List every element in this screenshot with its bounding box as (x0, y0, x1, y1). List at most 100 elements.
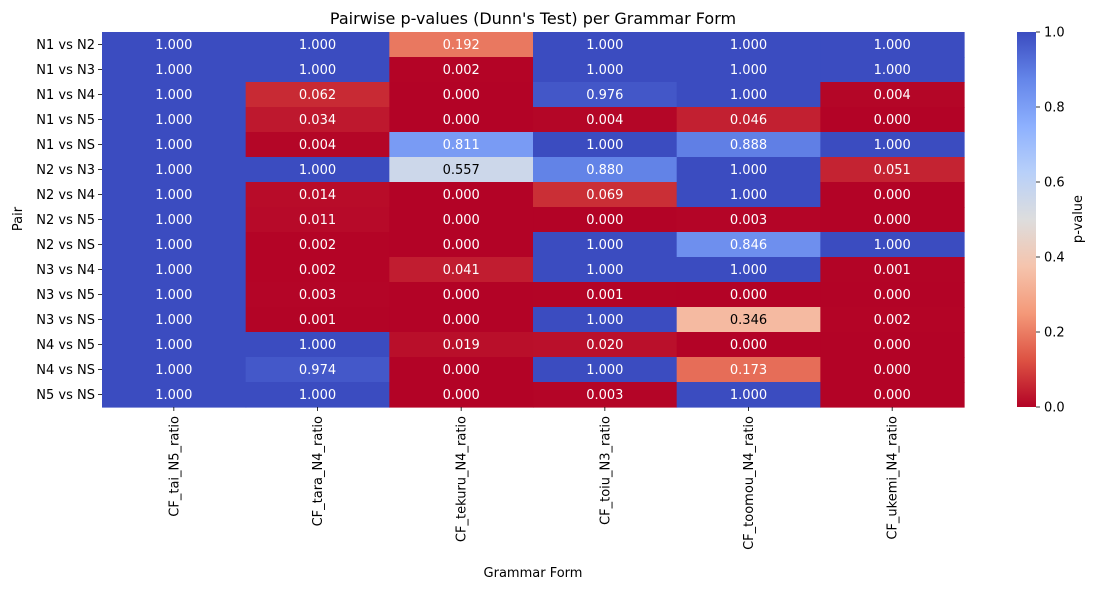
cell-value-label: 0.000 (443, 363, 480, 378)
cell-value-label: 1.000 (155, 388, 192, 403)
cell-value-label: 0.034 (299, 113, 336, 128)
cell-value-label: 1.000 (155, 213, 192, 228)
colorbar-ticks: 0.0 0.2 0.4 0.6 0.8 1.0 (1036, 26, 1065, 416)
row-label: N3 vs N5 (36, 288, 95, 303)
cell-value-label: 1.000 (155, 113, 192, 128)
heatmap-cell (389, 282, 534, 308)
heatmap-cell (676, 282, 821, 308)
heatmap-cell (245, 257, 390, 283)
colorbar-tick-label: 0.8 (1044, 101, 1065, 116)
heatmap-cell (533, 157, 678, 183)
row-label: N2 vs NS (36, 238, 95, 253)
cell-value-label: 1.000 (299, 63, 336, 78)
column-label: CF_tara_N4_ratio (311, 416, 326, 526)
cell-value-label: 0.974 (299, 363, 336, 378)
heatmap-cell (245, 282, 390, 308)
heatmap-cell (245, 182, 390, 208)
cell-value-label: 1.000 (155, 313, 192, 328)
heatmap-cell (676, 332, 821, 358)
heatmap-cell (389, 157, 534, 183)
cell-value-label: 0.000 (443, 113, 480, 128)
row-label: N4 vs N5 (36, 338, 95, 353)
cell-value-label: 0.041 (443, 263, 480, 278)
cell-value-label: 0.069 (586, 188, 623, 203)
cell-value-label: 0.002 (874, 313, 911, 328)
colorbar-tick-label: 0.4 (1044, 251, 1065, 266)
colorbar-tick-label: 0.6 (1044, 176, 1065, 191)
heatmap-cell (676, 82, 821, 108)
heatmap-cell (533, 357, 678, 383)
cell-value-label: 1.000 (730, 388, 767, 403)
heatmap-cell (533, 257, 678, 283)
cell-value-label: 1.000 (730, 188, 767, 203)
cell-value-label: 0.002 (299, 238, 336, 253)
heatmap-cell (102, 257, 247, 283)
heatmap-cell (820, 232, 965, 258)
heatmap-cell (533, 332, 678, 358)
cell-value-label: 1.000 (586, 63, 623, 78)
heatmap-cell (245, 232, 390, 258)
cell-value-label: 1.000 (586, 363, 623, 378)
heatmap-cell (533, 57, 678, 83)
heatmap-cell (820, 157, 965, 183)
cell-value-label: 0.001 (299, 313, 336, 328)
chart-title: Pairwise p-values (Dunn's Test) per Gram… (330, 9, 736, 28)
cell-value-label: 0.014 (299, 188, 336, 203)
heatmap-cell (533, 107, 678, 133)
heatmap-cell (102, 382, 247, 408)
cell-value-label: 1.000 (299, 38, 336, 53)
cell-value-label: 0.003 (730, 213, 767, 228)
heatmap-cell (820, 257, 965, 283)
cell-value-label: 0.000 (586, 213, 623, 228)
column-label: CF_toomou_N4_ratio (742, 416, 757, 550)
column-labels: CF_tai_N5_ratio CF_tara_N4_ratio CF_tekuru… (167, 407, 901, 550)
cell-value-label: 0.000 (443, 313, 480, 328)
cell-value-label: 1.000 (586, 138, 623, 153)
cell-value-label: 0.000 (730, 338, 767, 353)
heatmap-cell (245, 32, 390, 58)
column-label: CF_toiu_N3_ratio (598, 416, 613, 525)
cell-value-label: 0.011 (299, 213, 336, 228)
cell-value-label: 0.051 (874, 163, 911, 178)
row-label: N4 vs NS (36, 363, 95, 378)
row-label: N2 vs N4 (36, 188, 95, 203)
row-label: N1 vs NS (36, 138, 95, 153)
heatmap-cell (245, 157, 390, 183)
heatmap-cell (676, 132, 821, 158)
heatmap-cell (102, 282, 247, 308)
cell-value-label: 0.000 (874, 113, 911, 128)
heatmap-cell (676, 32, 821, 58)
cell-value-label: 0.000 (874, 338, 911, 353)
heatmap-cell (676, 307, 821, 333)
x-axis-label: Grammar Form (484, 566, 583, 581)
heatmap-cell (102, 207, 247, 233)
heatmap-cell (533, 82, 678, 108)
heatmap-cell (102, 132, 247, 158)
heatmap-cell (389, 232, 534, 258)
cell-value-label: 1.000 (299, 163, 336, 178)
row-label: N3 vs N4 (36, 263, 95, 278)
colorbar-tick-label: 0.0 (1044, 401, 1065, 416)
heatmap-cell (389, 257, 534, 283)
cell-value-label: 0.062 (299, 88, 336, 103)
heatmap-cell (676, 232, 821, 258)
heatmap-cell (533, 182, 678, 208)
heatmap-cell (102, 332, 247, 358)
cell-value-label: 0.000 (874, 388, 911, 403)
heatmap-cell (533, 32, 678, 58)
row-label: N1 vs N3 (36, 63, 95, 78)
heatmap-cell (676, 57, 821, 83)
heatmap-cell (389, 182, 534, 208)
cell-value-label: 0.020 (586, 338, 623, 353)
cell-value-label: 0.557 (443, 163, 480, 178)
cell-value-label: 1.000 (155, 363, 192, 378)
heatmap-cell (102, 157, 247, 183)
cell-value-label: 1.000 (586, 38, 623, 53)
heatmap-cell (245, 357, 390, 383)
heatmap-cell (245, 82, 390, 108)
heatmap-cell (245, 207, 390, 233)
heatmap-cell (533, 207, 678, 233)
cell-value-label: 1.000 (730, 163, 767, 178)
heatmap-cell (820, 32, 965, 58)
